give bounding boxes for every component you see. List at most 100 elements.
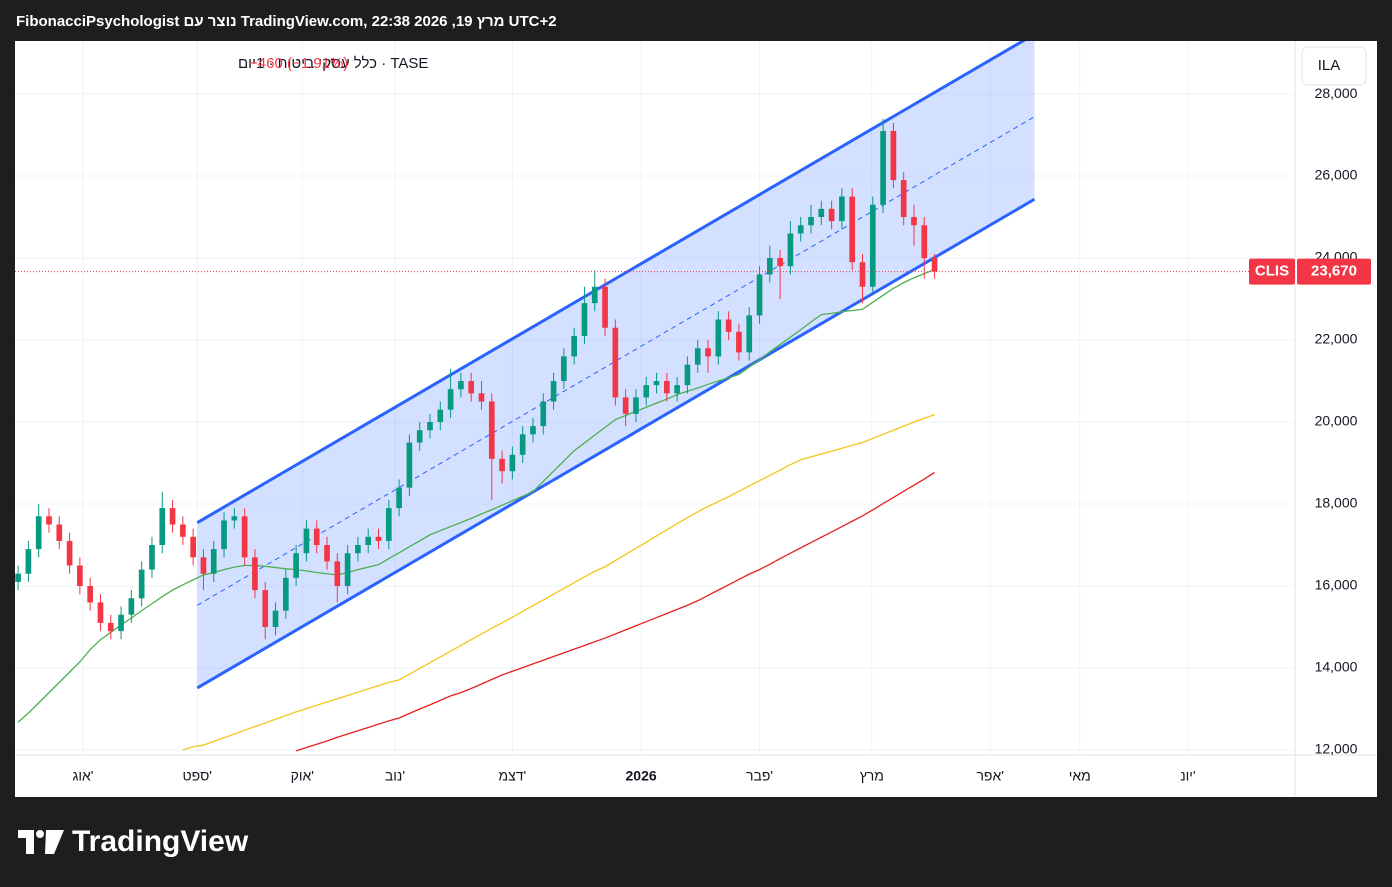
candle-body [561,356,567,382]
plot-area [15,41,1295,752]
candle-body [252,557,258,591]
candle-body [478,393,485,402]
candle-body [169,508,176,525]
candle-body [66,540,73,566]
candle-body [612,327,619,398]
header-caption: FibonacciPsychologist נוצר עם TradingVie… [16,13,557,30]
candle-body [458,381,464,390]
candle-body [241,516,248,558]
candle-body [56,524,63,541]
candle-body [694,348,701,365]
candle-body [159,508,166,546]
candle-body [77,565,83,587]
candle-body [602,286,608,328]
candle-body [911,217,917,226]
candle-body [519,434,526,455]
x-tick-label: 2026 [626,768,657,784]
candle-body [828,208,835,222]
candle-body [221,520,227,550]
x-tick-label: פבר' [746,768,773,784]
candle-body [787,233,794,267]
x-tick-label: מאי [1069,768,1091,784]
candle-body [416,430,423,443]
last-price-label: 23,670 [1311,263,1357,280]
candle-body [25,549,32,574]
candle-body [107,622,114,632]
candle-body [282,577,289,611]
candle-body [715,319,722,357]
y-tick-label: 16,000 [1315,577,1358,593]
candle-body [633,397,639,414]
candle-body [437,409,444,423]
candle-body [900,180,907,218]
candle-body [303,528,310,554]
candle-body [725,319,732,332]
channel-lower [196,197,1036,690]
candle-body [540,401,547,427]
legend-title: TASE · כלל עסקי ביטוח · 1יום [238,55,428,72]
candle-body [385,508,392,541]
candle-body [643,385,650,398]
candle-body [818,208,825,218]
candle-body [622,397,629,414]
y-tick-label: 18,000 [1315,495,1358,511]
candle-body [87,586,94,603]
candle-body [118,614,124,632]
candle-body [149,545,155,570]
y-tick-label: 20,000 [1315,413,1358,429]
candle-body [869,204,876,287]
legend-change: −460 (−1.91%) [249,55,348,72]
candle-body [334,561,341,587]
candle-body [664,381,670,394]
candle-body [365,536,372,546]
candle-body [880,130,886,205]
last-price-tag [1297,258,1371,285]
candle-body [447,389,454,410]
channel-upper [196,41,1026,524]
candle-body [499,458,505,472]
candle-body [15,573,21,582]
y-tick-label: 14,000 [1315,659,1358,675]
candle-body [777,258,783,267]
candle-body [859,262,866,287]
moving-average [17,268,935,723]
y-tick-label: 12,000 [1315,741,1358,757]
candle-body [180,524,186,537]
candle-body [591,286,598,304]
candle-body [488,401,495,459]
logo: TradingView [18,825,249,858]
candle-body [653,381,660,386]
candle-body [200,557,207,574]
candle-body [313,528,320,546]
candle-body [746,315,753,353]
candle-body [324,545,330,562]
candle-body [344,553,351,587]
x-tick-label: נוב' [385,768,405,784]
currency[interactable]: ILA [1318,57,1341,74]
chart-panel [15,41,1377,797]
candle-body [293,553,299,578]
currency-button[interactable] [1301,46,1367,86]
candle-body [684,364,691,386]
symbol-label: CLIS [1255,263,1289,280]
candle-body [705,348,711,357]
candle-body [128,598,135,615]
candle-body [571,335,577,357]
candle-body [355,545,361,554]
candle-body [396,487,402,509]
candle-body [406,442,413,488]
logo-icon [18,830,34,854]
candle-body [736,331,742,353]
candle-body [468,381,475,394]
moving-average [295,471,935,752]
candle-body [550,381,557,402]
x-tick-label: אוק' [291,768,314,784]
x-tick-label: ספט' [183,768,212,784]
candle-body [756,274,763,316]
y-tick-label: 22,000 [1315,331,1358,347]
x-tick-label: יונ' [1180,768,1195,784]
candle-body [138,569,145,599]
candle-body [581,303,588,336]
